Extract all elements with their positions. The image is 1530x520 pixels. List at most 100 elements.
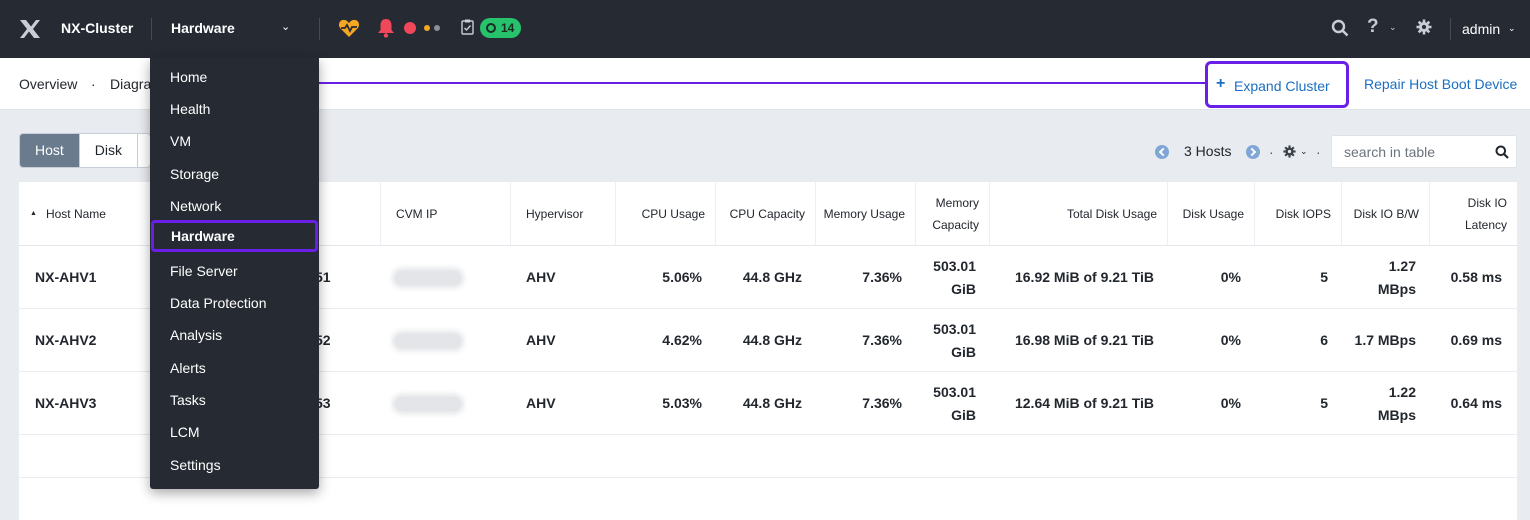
cell-disk-io-bw: 1.27 MBps	[1342, 246, 1416, 309]
value: 1.22 MBps	[1378, 381, 1416, 427]
previous-page-icon[interactable]	[1155, 145, 1169, 159]
column-header-memory-usage[interactable]: Memory Usage	[816, 182, 916, 246]
redacted-ip	[395, 396, 461, 411]
header-label: Host Name	[45, 206, 106, 221]
cell-cpu-capacity: 44.8 GHz	[742, 395, 802, 411]
cell-disk-io-latency: 0.64 ms	[1450, 395, 1502, 411]
progress-ring-icon	[486, 23, 496, 33]
tab-host[interactable]: Host	[20, 134, 80, 167]
gear-icon[interactable]	[1416, 19, 1432, 35]
info-alert-indicator[interactable]	[434, 25, 440, 31]
value-line1: 503.01	[933, 257, 976, 274]
table-row[interactable]: NX-AHV1 51 AHV 5.06% 44.8 GHz 7.36% 503.…	[19, 246, 1517, 309]
menu-item-file-server[interactable]: File Server	[150, 255, 319, 283]
main-menu-dropdown-toggle[interactable]: Hardware ⌄	[151, 0, 319, 58]
menu-item-label: Alerts	[170, 360, 206, 376]
menu-item-label: Health	[170, 101, 211, 117]
cell-host-name[interactable]: NX-AHV3	[35, 395, 97, 411]
cell-disk-iops: 6	[1320, 332, 1328, 348]
column-header-cpu-capacity[interactable]: CPU Capacity	[716, 182, 816, 246]
health-heart-icon[interactable]	[338, 17, 360, 39]
value-line1: 503.01	[933, 320, 976, 337]
tab-overview[interactable]: Overview	[19, 76, 78, 92]
expand-cluster-button[interactable]: + Expand Cluster	[1205, 61, 1349, 108]
user-menu-toggle[interactable]: admin	[1462, 21, 1501, 37]
cell-cpu-usage: 5.06%	[662, 269, 702, 285]
cell-cpu-capacity: 44.8 GHz	[742, 332, 802, 348]
running-tasks-badge[interactable]: 14	[480, 18, 521, 38]
task-clipboard-icon[interactable]	[461, 19, 474, 35]
value-line2: GiB	[951, 406, 976, 423]
table-row[interactable]: NX-AHV3 53 AHV 5.03% 44.8 GHz 7.36% 503.…	[19, 372, 1517, 435]
menu-item-lcm[interactable]: LCM	[150, 416, 319, 444]
bell-icon[interactable]	[376, 17, 396, 39]
menu-item-label: Tasks	[170, 392, 206, 408]
next-page-icon[interactable]	[1246, 145, 1260, 159]
menu-item-label: File Server	[170, 263, 238, 279]
header-label: CVM IP	[396, 206, 438, 221]
column-header-hypervisor[interactable]: Hypervisor	[511, 182, 616, 246]
value-line2: MBps	[1377, 406, 1416, 423]
cluster-name[interactable]: NX-Cluster	[61, 20, 134, 36]
cell-cvm-ip-redacted	[395, 309, 461, 372]
cell-total-disk-usage: 16.98 MiB of 9.21 TiB	[1014, 332, 1154, 348]
top-navigation-bar: NX-Cluster Hardware ⌄ 14 ? ⌄ admin ⌄	[0, 0, 1530, 58]
menu-item-health[interactable]: Health	[150, 93, 319, 121]
cell-disk-usage: 0%	[1220, 332, 1241, 348]
column-header-disk-io-bw[interactable]: Disk IO B/W	[1342, 182, 1430, 246]
cell-hypervisor: AHV	[526, 269, 556, 285]
menu-item-home[interactable]: Home	[150, 61, 319, 89]
column-header-total-disk-usage[interactable]: Total Disk Usage	[990, 182, 1168, 246]
main-menu-dropdown: Home Health VM Storage Network Hardware …	[150, 58, 319, 489]
menu-item-alerts[interactable]: Alerts	[150, 352, 319, 380]
tab-disk[interactable]: Disk	[80, 134, 139, 167]
nutanix-logo-icon[interactable]	[18, 17, 42, 41]
warning-alert-indicator[interactable]	[424, 25, 430, 31]
repair-host-boot-device-link[interactable]: Repair Host Boot Device	[1364, 76, 1518, 92]
column-header-disk-iops[interactable]: Disk IOPS	[1255, 182, 1342, 246]
column-header-memory-capacity[interactable]: Memory Capacity	[916, 182, 990, 246]
expand-cluster-label: Expand Cluster	[1234, 78, 1330, 94]
table-search-input[interactable]	[1332, 136, 1492, 167]
column-header-cvm-ip[interactable]: CVM IP	[381, 182, 511, 246]
cell-memory-usage: 7.36%	[862, 269, 902, 285]
cell-disk-iops: 5	[1320, 269, 1328, 285]
current-view-label: Hardware	[171, 20, 235, 36]
table-settings-gear-icon[interactable]	[1283, 145, 1296, 158]
header-label: Memory Capacity	[932, 192, 979, 236]
menu-item-storage[interactable]: Storage	[150, 158, 319, 186]
header-label: Disk Usage	[1182, 206, 1244, 221]
column-header-disk-io-latency[interactable]: Disk IO Latency	[1430, 182, 1517, 246]
menu-item-vm[interactable]: VM	[150, 125, 319, 153]
cell-host-name[interactable]: NX-AHV2	[35, 332, 97, 348]
column-header-cpu-usage[interactable]: CPU Usage	[616, 182, 716, 246]
menu-item-label: Analysis	[170, 327, 223, 343]
header-label: Disk IO B/W	[1353, 206, 1419, 221]
cell-host-name[interactable]: NX-AHV1	[35, 269, 97, 285]
tab-diagram[interactable]: Diagra	[110, 76, 152, 92]
chevron-down-icon[interactable]: ⌄	[1508, 23, 1516, 33]
menu-item-data-protection[interactable]: Data Protection	[150, 287, 319, 315]
header-label: CPU Usage	[641, 206, 705, 221]
chevron-down-icon[interactable]: ⌄	[1300, 146, 1308, 156]
menu-item-analysis[interactable]: Analysis	[150, 319, 319, 347]
search-icon[interactable]	[1331, 19, 1349, 37]
column-header-disk-usage[interactable]: Disk Usage	[1168, 182, 1255, 246]
menu-item-network[interactable]: Network	[150, 190, 319, 218]
menu-item-settings[interactable]: Settings	[150, 449, 319, 477]
cell-hypervisor: AHV	[526, 332, 556, 348]
menu-item-hardware[interactable]: Hardware	[151, 220, 318, 252]
menu-item-tasks[interactable]: Tasks	[150, 384, 319, 412]
tab-hidden[interactable]	[138, 134, 150, 167]
critical-alert-indicator[interactable]	[404, 22, 416, 34]
header-label-line2: Capacity	[932, 217, 979, 232]
cell-disk-io-bw: 1.7 MBps	[1354, 332, 1416, 348]
help-icon[interactable]: ?	[1367, 16, 1379, 37]
value: 503.01 GiB	[933, 318, 976, 364]
search-icon[interactable]	[1495, 145, 1509, 159]
cell-disk-usage: 0%	[1220, 269, 1241, 285]
value: 503.01 GiB	[933, 381, 976, 427]
chevron-down-icon[interactable]: ⌄	[1389, 22, 1397, 32]
header-label: CPU Capacity	[729, 206, 805, 221]
menu-item-label: LCM	[170, 424, 200, 440]
